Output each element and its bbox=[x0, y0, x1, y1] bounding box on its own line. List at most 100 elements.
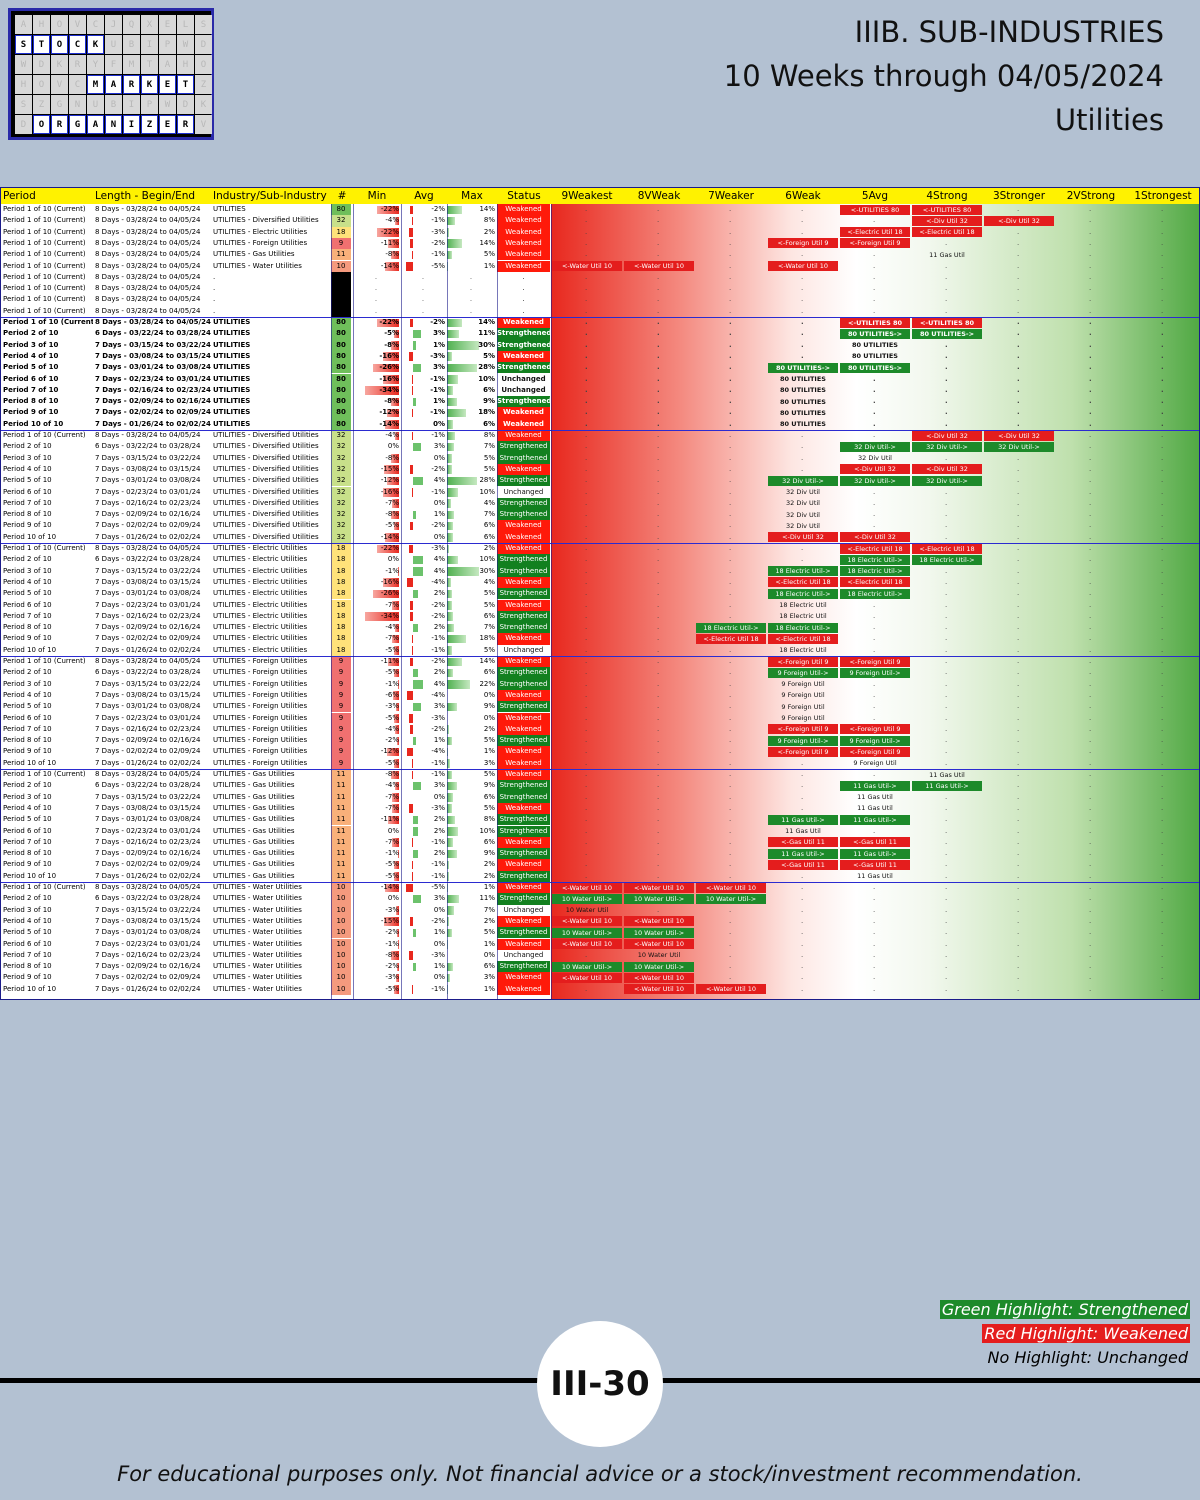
rank-label: <-Div Util 32 bbox=[912, 215, 982, 226]
rank-dot: . bbox=[801, 770, 804, 778]
avg-cell: 0% bbox=[433, 498, 445, 507]
column-header: 3Stronger bbox=[992, 190, 1046, 202]
value-bar bbox=[447, 680, 471, 689]
row-bg bbox=[1, 463, 331, 476]
length-cell: 7 Days - 03/15/24 to 03/22/24 bbox=[95, 340, 211, 349]
table-row: Period 10 of 10 7 Days - 01/26/24 to 02/0… bbox=[1, 418, 1199, 430]
rank-dot: . bbox=[945, 600, 948, 609]
logo-letter: K bbox=[141, 75, 158, 94]
value-bar bbox=[413, 815, 418, 825]
table-row: Period 1 of 10 (Current) 8 Days - 03/28/2… bbox=[1, 769, 1199, 781]
rank-dot: . bbox=[1161, 871, 1164, 880]
rank-dot: . bbox=[1089, 363, 1092, 372]
rank-dot: . bbox=[1161, 679, 1164, 688]
value-bar bbox=[411, 872, 413, 881]
value-bar bbox=[413, 623, 418, 633]
rank-dot: . bbox=[585, 351, 588, 360]
count-cell: 10 bbox=[331, 949, 351, 962]
rank-dot: . bbox=[1089, 544, 1092, 552]
value-bar bbox=[398, 567, 399, 576]
logo-filler-letter: D bbox=[15, 115, 32, 134]
rank-dot: . bbox=[945, 272, 948, 281]
rank-label: 18 Electric Util-> bbox=[840, 566, 910, 577]
legend: Green Highlight: Strengthened Red Highli… bbox=[939, 1298, 1190, 1370]
rank-label: 80 UTILITIES bbox=[780, 420, 826, 429]
rank-dot: . bbox=[1017, 871, 1020, 880]
logo-filler-letter: O bbox=[33, 75, 50, 94]
length-cell: 7 Days - 02/23/24 to 03/01/24 bbox=[95, 826, 201, 835]
rank-dot: . bbox=[1161, 272, 1164, 281]
status-cell: Strengthened bbox=[497, 475, 550, 487]
rank-dot: . bbox=[657, 702, 660, 711]
period-cell: Period 1 of 10 (Current) bbox=[3, 431, 86, 439]
value-bar bbox=[447, 589, 453, 599]
max-cell: 4% bbox=[483, 577, 495, 586]
count-cell: 32 bbox=[331, 215, 351, 227]
row-bg bbox=[1, 430, 331, 442]
industry-cell: UTILITIES - Gas Utilities bbox=[213, 803, 295, 812]
value-bar bbox=[447, 815, 456, 825]
count-cell: 32 bbox=[331, 475, 351, 487]
value-bar bbox=[413, 567, 423, 576]
rank-dot: . bbox=[1017, 555, 1020, 564]
rank-label: 80 UTILITIES bbox=[852, 352, 898, 361]
max-cell: 6% bbox=[483, 837, 495, 846]
rank-label: <-Div Util 32 bbox=[912, 430, 982, 441]
rank-dot: . bbox=[1089, 250, 1092, 259]
industry-cell: UTILITIES - Gas Utilities bbox=[213, 250, 295, 259]
rank-dot: . bbox=[1089, 962, 1092, 971]
rank-dot: . bbox=[873, 261, 876, 270]
status-cell: Weakened bbox=[497, 350, 550, 363]
rank-dot: . bbox=[1161, 690, 1164, 699]
row-bg bbox=[1, 452, 331, 464]
rank-dot: . bbox=[945, 261, 948, 270]
value-bar bbox=[392, 793, 399, 802]
logo-filler-letter: N bbox=[69, 95, 86, 114]
status-cell: Weakened bbox=[497, 859, 550, 871]
period-cell: Period 7 of 10 bbox=[3, 611, 52, 620]
industry-cell: UTILITIES - Electric Utilities bbox=[213, 623, 308, 632]
rank-dot: . bbox=[1089, 837, 1092, 846]
industry-cell: UTILITIES - Foreign Utilities bbox=[213, 238, 308, 247]
rank-dot: . bbox=[945, 984, 948, 993]
rank-dot: . bbox=[1089, 205, 1092, 213]
value-bar bbox=[408, 951, 413, 960]
rank-dot: . bbox=[1089, 577, 1092, 586]
value-bar bbox=[408, 228, 413, 237]
rank-label: 11 Gas Util-> bbox=[840, 848, 910, 859]
status-cell: Strengthened bbox=[497, 396, 551, 408]
value-bar bbox=[398, 849, 399, 859]
rank-label: 18 Electric Util-> bbox=[768, 566, 838, 577]
industry-cell: UTILITIES - Electric Utilities bbox=[213, 227, 308, 236]
value-bar bbox=[385, 420, 399, 429]
rank-label: 32 Div Util-> bbox=[912, 441, 982, 452]
period-cell: Period 1 of 10 (Current) bbox=[3, 295, 86, 304]
count-cell: 80 bbox=[331, 384, 351, 397]
rank-label: 9 Foreign Util bbox=[781, 702, 825, 711]
rank-dot: . bbox=[585, 634, 588, 643]
table-row: Period 4 of 10 7 Days - 03/08/24 to 03/15… bbox=[1, 576, 1199, 589]
value-bar bbox=[447, 759, 451, 768]
logo-filler-letter: C bbox=[87, 15, 104, 34]
rank-dot: . bbox=[585, 510, 588, 519]
rank-dot: . bbox=[657, 600, 660, 609]
rank-dot: . bbox=[873, 984, 876, 993]
rank-dot: . bbox=[1089, 272, 1092, 281]
count-cell: 10 bbox=[331, 938, 351, 950]
row-bg bbox=[1, 656, 331, 668]
length-cell: 7 Days - 01/26/24 to 02/02/24 bbox=[95, 984, 201, 993]
value-bar bbox=[413, 827, 418, 836]
rank-dot: . bbox=[1017, 419, 1020, 428]
rank-dot: . bbox=[729, 510, 732, 519]
rank-dot: . bbox=[657, 306, 660, 315]
logo-filler-letter: B bbox=[123, 35, 140, 54]
value-bar bbox=[384, 465, 399, 474]
avg-cell: 3% bbox=[433, 781, 445, 790]
empty-cell: . bbox=[469, 284, 473, 293]
period-cell: Period 9 of 10 bbox=[3, 973, 52, 982]
rank-dot: . bbox=[945, 928, 948, 937]
count-cell: 18 bbox=[331, 576, 351, 589]
max-cell: 0% bbox=[483, 713, 495, 722]
rank-dot: . bbox=[1161, 510, 1164, 519]
rank-dot: . bbox=[657, 498, 660, 507]
